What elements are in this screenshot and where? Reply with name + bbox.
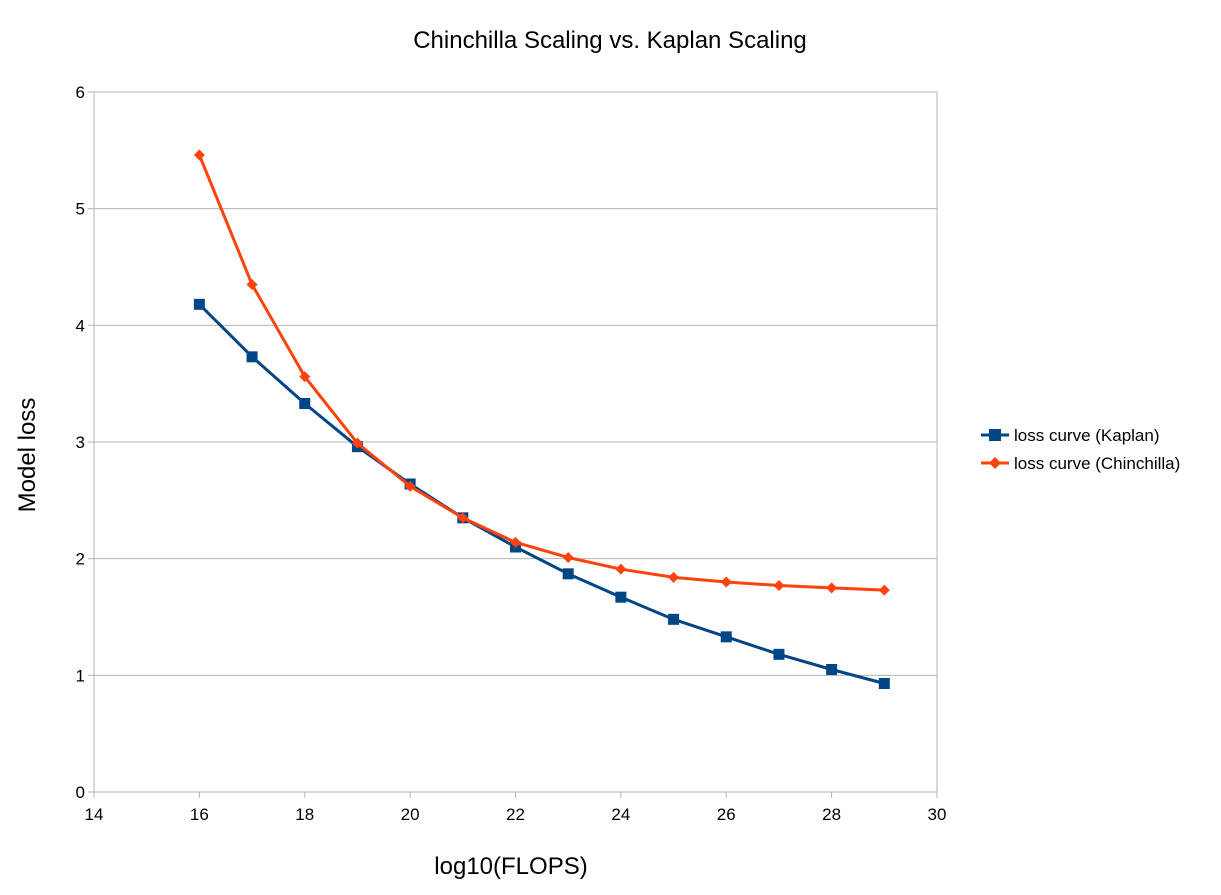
- data-point-diamond: [720, 576, 732, 588]
- data-point-square: [720, 631, 732, 643]
- data-point-diamond: [457, 512, 469, 524]
- x-tick-label: 22: [506, 805, 525, 824]
- legend-item-kaplan: loss curve (Kaplan): [981, 426, 1160, 445]
- data-point-diamond: [668, 571, 680, 583]
- x-axis-label: log10(FLOPS): [434, 853, 587, 880]
- data-point-diamond: [562, 552, 574, 563]
- series-line: [198, 303, 885, 685]
- data-point-square: [826, 664, 838, 675]
- series-group: [193, 149, 890, 689]
- y-axis-label: Model loss: [14, 398, 41, 513]
- y-tick-labels: 0 1 2 3 4 5 6: [76, 83, 85, 802]
- y-tick-label: 2: [76, 550, 85, 569]
- y-tick-label: 4: [76, 316, 85, 335]
- axes: [88, 91, 938, 798]
- legend-item-chinchilla: loss curve (Chinchilla): [981, 454, 1180, 473]
- x-tick-label: 28: [822, 805, 841, 824]
- data-point-square: [773, 648, 785, 660]
- x-tick-labels: 14 16 18 20 22 24 26 28 30: [85, 805, 947, 824]
- series-line: [197, 154, 885, 592]
- x-tick-label: 20: [401, 805, 420, 824]
- y-tick-label: 3: [76, 433, 85, 452]
- series-chinchilla: [193, 149, 890, 596]
- x-tick-label: 30: [928, 805, 947, 824]
- data-point-square: [193, 298, 205, 310]
- chart-title: Chinchilla Scaling vs. Kaplan Scaling: [413, 27, 807, 54]
- data-point-diamond: [615, 563, 627, 575]
- y-tick-label: 5: [76, 200, 85, 219]
- x-tick-label: 26: [717, 805, 736, 824]
- data-point-diamond: [773, 580, 785, 591]
- data-point-diamond: [878, 584, 890, 596]
- x-tick-label: 16: [190, 805, 209, 824]
- legend-kaplan-square-icon: [989, 429, 1001, 441]
- data-point-diamond: [404, 480, 416, 492]
- data-point-square: [615, 591, 627, 603]
- x-tick-label: 18: [295, 805, 314, 824]
- data-point-diamond: [246, 279, 258, 290]
- data-point-diamond: [510, 536, 521, 548]
- y-tick-label: 6: [76, 83, 85, 102]
- data-point-square: [878, 678, 890, 689]
- legend-kaplan-label: loss curve (Kaplan): [1014, 426, 1160, 445]
- gridlines: [94, 91, 937, 793]
- data-point-square: [246, 351, 258, 363]
- legend-chinchilla-diamond-icon: [989, 457, 1001, 469]
- legend-chinchilla-label: loss curve (Chinchilla): [1014, 454, 1180, 473]
- series-kaplan: [193, 298, 890, 689]
- y-tick-label: 0: [76, 783, 85, 802]
- legend: loss curve (Kaplan) loss curve (Chinchil…: [981, 426, 1180, 473]
- data-point-diamond: [826, 582, 838, 594]
- data-point-diamond: [299, 371, 311, 383]
- data-point-square: [299, 398, 311, 409]
- data-point-diamond: [193, 149, 205, 161]
- x-tick-label: 24: [611, 805, 630, 824]
- y-tick-label: 1: [76, 666, 85, 685]
- data-point-diamond: [351, 437, 363, 449]
- data-point-square: [562, 568, 574, 580]
- data-point-square: [668, 613, 680, 625]
- x-tick-label: 14: [85, 805, 104, 824]
